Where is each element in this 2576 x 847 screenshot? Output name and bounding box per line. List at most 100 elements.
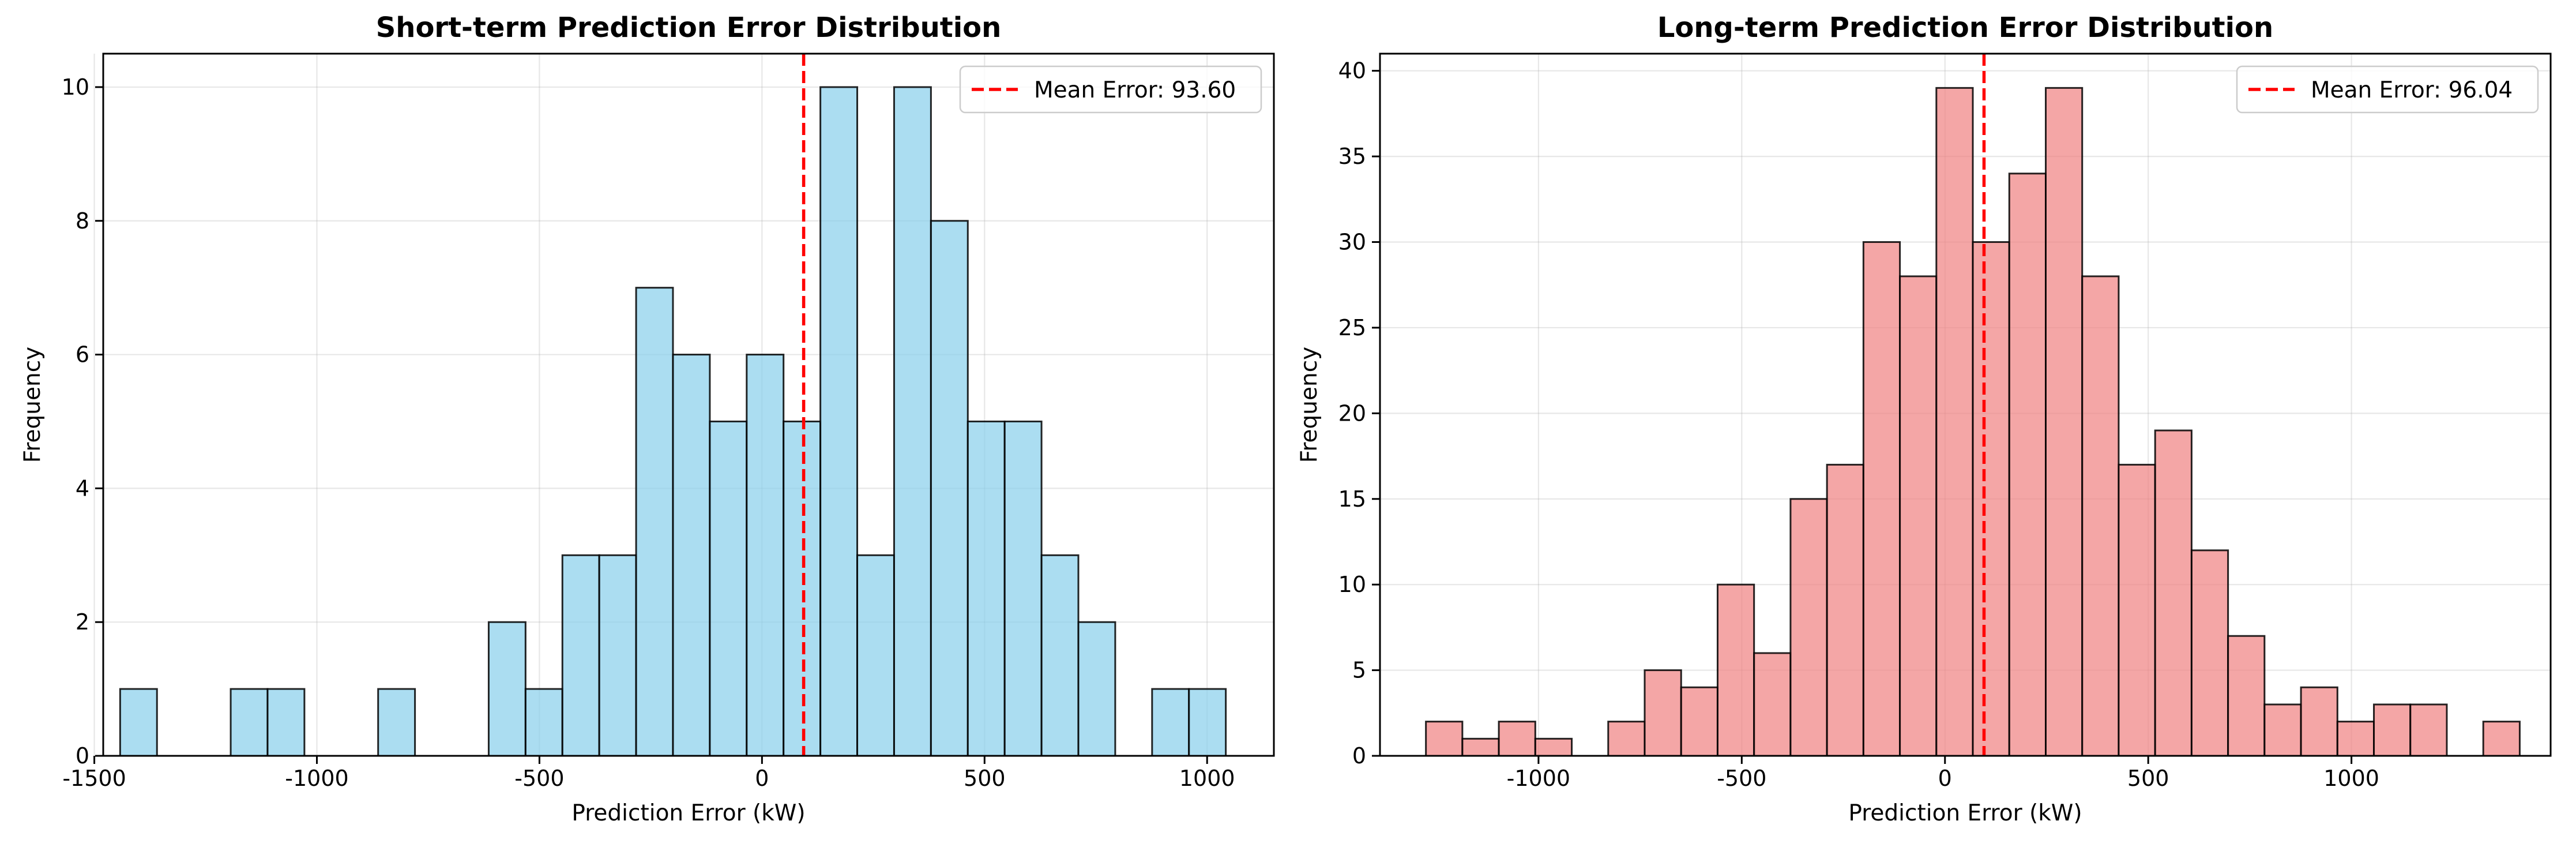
histogram-bar bbox=[2044, 87, 2084, 757]
histogram-bar bbox=[1461, 737, 1500, 757]
histogram-bar bbox=[1644, 669, 1682, 757]
y-tick-label: 4 bbox=[76, 475, 89, 501]
histogram-bar bbox=[1826, 463, 1864, 757]
legend: Mean Error: 93.60 bbox=[959, 65, 1262, 114]
x-tick-label: 1000 bbox=[1179, 766, 1235, 791]
histogram-bar bbox=[635, 287, 674, 757]
histogram-bar bbox=[2081, 275, 2120, 757]
histogram-bar bbox=[1680, 686, 1718, 757]
chart-title: Long-term Prediction Error Distribution bbox=[1657, 12, 2273, 44]
axes-frame bbox=[1379, 53, 2552, 757]
histogram-bar bbox=[819, 86, 859, 757]
legend-mean-error-label: Mean Error: 93.60 bbox=[1034, 77, 1236, 103]
x-axis-ticks: -1000 -500 0 500 1000 bbox=[1507, 756, 2379, 791]
histogram-bar bbox=[856, 554, 895, 757]
histogram-bar bbox=[1188, 688, 1227, 757]
histogram-bar bbox=[1899, 275, 1938, 757]
y-tick-label: 2 bbox=[76, 609, 89, 635]
histogram-bars bbox=[119, 86, 1227, 757]
legend-mean-error-label: Mean Error: 96.04 bbox=[2311, 77, 2513, 103]
histogram-bar bbox=[1972, 241, 2010, 757]
x-axis-label: Prediction Error (kW) bbox=[571, 800, 805, 826]
y-tick-label: 0 bbox=[1352, 743, 1366, 769]
x-tick-label: -1000 bbox=[285, 766, 348, 791]
y-tick-label: 10 bbox=[62, 74, 89, 100]
histogram-bar bbox=[930, 220, 969, 757]
histogram-bar bbox=[1753, 652, 1792, 757]
histogram-bar bbox=[598, 554, 637, 757]
y-tick-label: 40 bbox=[1338, 58, 1366, 84]
legend-box bbox=[959, 65, 1262, 114]
histogram-bar bbox=[2300, 686, 2338, 757]
y-tick-label: 5 bbox=[1352, 658, 1366, 683]
chart-title: Short-term Prediction Error Distribution bbox=[376, 12, 1002, 44]
y-tick-label: 0 bbox=[76, 743, 89, 769]
histogram-bar bbox=[746, 354, 785, 757]
y-axis-ticks: 0 2 4 6 8 10 bbox=[62, 74, 103, 769]
histogram-bar bbox=[230, 688, 269, 757]
histogram-bar bbox=[2263, 703, 2302, 757]
histogram-bar bbox=[2227, 635, 2266, 757]
y-tick-label: 35 bbox=[1338, 144, 1366, 169]
histogram-bar bbox=[1040, 554, 1080, 757]
histogram-bar bbox=[2118, 463, 2156, 757]
x-tick-label: -500 bbox=[1717, 766, 1766, 791]
histogram-bar bbox=[1498, 721, 1536, 757]
histogram-bar bbox=[1003, 420, 1043, 757]
y-tick-label: 20 bbox=[1338, 400, 1366, 426]
histogram-bar bbox=[524, 688, 563, 757]
legend-box bbox=[2236, 65, 2539, 114]
histogram-bar bbox=[2008, 173, 2047, 757]
histogram-bar bbox=[2482, 721, 2521, 757]
long-term-histogram-panel: -1000 -500 0 500 1000 0 5 10 15 20 25 30 35 40 Long-… bbox=[1296, 12, 2552, 826]
histogram-bar bbox=[1534, 737, 1573, 757]
axes-frame bbox=[102, 53, 1275, 757]
histogram-bar bbox=[2190, 549, 2229, 757]
y-tick-label: 8 bbox=[76, 208, 89, 234]
y-axis-ticks: 0 5 10 15 20 25 30 35 40 bbox=[1338, 58, 1380, 769]
histogram-bar bbox=[2409, 703, 2448, 757]
y-tick-label: 15 bbox=[1338, 486, 1366, 512]
histogram-bar bbox=[1716, 583, 1755, 757]
histogram-bar bbox=[2154, 429, 2193, 757]
histogram-bars bbox=[1425, 87, 2521, 757]
x-tick-label: -1500 bbox=[62, 766, 126, 791]
histogram-bar bbox=[377, 688, 416, 757]
histogram-bar bbox=[487, 621, 527, 757]
x-tick-label: -1000 bbox=[1507, 766, 1570, 791]
x-tick-label: 0 bbox=[1938, 766, 1952, 791]
short-term-histogram-panel: -1500 -1000 -500 0 500 1000 0 2 4 6 8 10 Short-ter… bbox=[20, 12, 1275, 826]
histogram-bar bbox=[1862, 241, 1901, 757]
histogram-bar bbox=[2336, 721, 2375, 757]
histogram-bar bbox=[783, 420, 822, 757]
histogram-bar bbox=[1425, 721, 1464, 757]
y-axis-label: Frequency bbox=[20, 347, 46, 463]
y-axis-label: Frequency bbox=[1296, 347, 1322, 463]
histogram-bar bbox=[2373, 703, 2412, 757]
y-tick-label: 25 bbox=[1338, 315, 1366, 340]
x-axis-ticks: -1500 -1000 -500 0 500 1000 bbox=[62, 756, 1235, 791]
y-tick-label: 30 bbox=[1338, 230, 1366, 255]
histogram-bar bbox=[1789, 498, 1828, 757]
x-tick-label: 500 bbox=[2127, 766, 2169, 791]
histogram-bar bbox=[1607, 721, 1646, 757]
histogram-bar bbox=[1077, 621, 1116, 757]
x-tick-label: 0 bbox=[755, 766, 769, 791]
x-axis-label: Prediction Error (kW) bbox=[1848, 800, 2082, 826]
histogram-bar bbox=[893, 86, 932, 757]
histogram-bar bbox=[709, 420, 748, 757]
histogram-bar bbox=[1935, 87, 1974, 757]
histogram-bar bbox=[967, 420, 1006, 757]
histogram-bar bbox=[1151, 688, 1190, 757]
histogram-bar bbox=[266, 688, 306, 757]
histogram-bar bbox=[672, 354, 711, 757]
y-tick-label: 6 bbox=[76, 342, 89, 368]
x-tick-label: 1000 bbox=[2323, 766, 2379, 791]
x-tick-label: 500 bbox=[964, 766, 1006, 791]
legend: Mean Error: 96.04 bbox=[2236, 65, 2539, 114]
x-tick-label: -500 bbox=[514, 766, 564, 791]
histogram-bar bbox=[119, 688, 158, 757]
y-tick-label: 10 bbox=[1338, 572, 1366, 597]
histogram-bar bbox=[561, 554, 600, 757]
